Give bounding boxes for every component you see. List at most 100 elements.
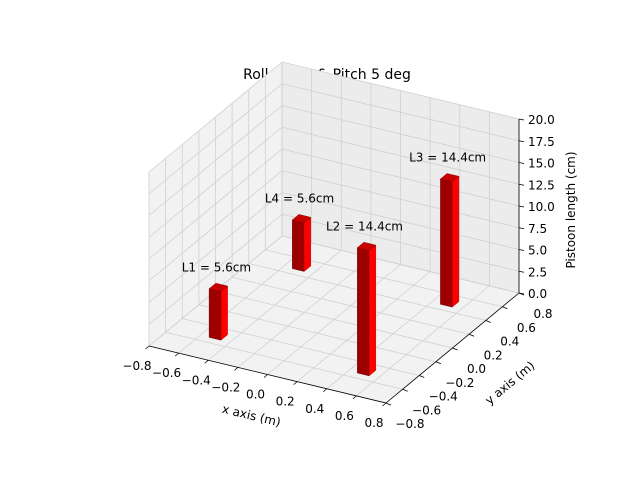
z-tick-mark bbox=[518, 140, 525, 143]
grid-line bbox=[148, 148, 283, 260]
x-tick-mark bbox=[145, 345, 150, 350]
bar-top-face bbox=[208, 282, 229, 292]
x-tick-mark bbox=[204, 359, 209, 364]
x-tick-label: 0.2 bbox=[276, 395, 295, 409]
grid-line bbox=[281, 213, 520, 272]
z-tick-mark bbox=[518, 183, 525, 186]
z-tick-label: 20.0 bbox=[528, 113, 555, 127]
grid-line bbox=[281, 170, 520, 229]
y-tick-label: 0.8 bbox=[533, 307, 552, 321]
x-tick-label: −0.8 bbox=[122, 359, 151, 373]
grid-line bbox=[281, 83, 520, 142]
z-tick-mark bbox=[518, 162, 525, 164]
y-tick-label: −0.4 bbox=[429, 390, 458, 404]
z-tick-label: 17.5 bbox=[528, 135, 555, 149]
x-tick-label: 0.6 bbox=[335, 409, 354, 423]
y-tick-label: 0.0 bbox=[467, 362, 486, 376]
bar-top-face bbox=[356, 241, 377, 251]
z-tick-label: 5.0 bbox=[528, 244, 547, 258]
grid-line bbox=[281, 235, 520, 294]
z-tick-mark bbox=[518, 270, 525, 273]
bar-label: L4 = 5.6cm bbox=[265, 192, 334, 206]
z-tick-labels: 0.0 2.5 5.0 7.5 10.0 12.5 15.0 17.5 20.0 bbox=[528, 113, 555, 301]
bar bbox=[291, 214, 312, 272]
x-tick-mark bbox=[263, 374, 268, 378]
z-tick-mark bbox=[518, 205, 525, 208]
grid-line bbox=[148, 126, 283, 238]
grid-line bbox=[148, 83, 283, 195]
y-tick-label: −0.2 bbox=[445, 376, 474, 390]
x-tick-label: −0.2 bbox=[211, 380, 240, 394]
x-tick-label: −0.4 bbox=[182, 373, 211, 387]
bar-front-face bbox=[208, 288, 222, 341]
tick-marks bbox=[145, 118, 525, 407]
y-tick-label: 0.2 bbox=[484, 348, 503, 362]
bar-label: L2 = 14.4cm bbox=[326, 219, 403, 233]
bar-label: L3 = 14.4cm bbox=[409, 151, 486, 165]
y-tick-mark bbox=[385, 402, 392, 406]
y-tick-label: −0.8 bbox=[395, 417, 424, 431]
z-tick-label: 10.0 bbox=[528, 200, 555, 214]
y-tick-mark bbox=[485, 320, 491, 323]
x-tick-mark bbox=[234, 367, 239, 371]
bar-side-face bbox=[452, 175, 460, 308]
grid-line bbox=[281, 192, 520, 250]
x-tick-label: −0.6 bbox=[152, 366, 181, 380]
y-tick-mark bbox=[502, 306, 508, 310]
z-tick-mark bbox=[518, 292, 525, 295]
y-tick-mark bbox=[402, 388, 408, 392]
y-tick-label: 0.4 bbox=[500, 335, 519, 349]
bar-top-face bbox=[439, 173, 460, 183]
z-tick-label: 12.5 bbox=[528, 178, 555, 192]
grid-line bbox=[165, 331, 403, 390]
grid-line bbox=[281, 105, 520, 163]
bar-annotations: L4 = 5.6cm L3 = 14.4cm L1 = 5.6cm L2 = 14.4… bbox=[182, 151, 486, 275]
bars bbox=[208, 173, 460, 377]
grid-line bbox=[198, 304, 436, 363]
x-tick-mark bbox=[174, 352, 179, 357]
grid-line bbox=[281, 148, 520, 207]
bar-label: L1 = 5.6cm bbox=[182, 260, 251, 274]
z-axis-label: Pistoon length (cm) bbox=[564, 151, 578, 268]
bar-side-face bbox=[368, 244, 376, 377]
y-tick-label: −0.6 bbox=[412, 403, 441, 417]
bar-top-face bbox=[291, 214, 312, 224]
grid-line bbox=[148, 170, 283, 282]
y-tick-labels: −0.8−0.6−0.4−0.20.00.20.40.60.8 bbox=[395, 307, 552, 431]
x-tick-label: 0.0 bbox=[246, 388, 265, 402]
grid-line bbox=[148, 61, 283, 173]
x-tick-mark bbox=[322, 388, 328, 393]
bar-side-face bbox=[303, 216, 311, 272]
x-tick-label: 0.4 bbox=[305, 402, 324, 416]
x-tick-mark bbox=[293, 381, 298, 385]
bar bbox=[356, 241, 377, 377]
z-tick-label: 7.5 bbox=[528, 222, 547, 236]
x-tick-mark bbox=[352, 395, 357, 400]
z-tick-label: 0.0 bbox=[528, 287, 547, 301]
grid-line bbox=[148, 192, 283, 303]
grid-line bbox=[281, 126, 520, 185]
y-tick-mark bbox=[419, 375, 425, 378]
x-tick-mark bbox=[382, 402, 387, 407]
grid-line bbox=[148, 213, 283, 325]
bar-front-face bbox=[440, 178, 453, 308]
grid-line bbox=[148, 105, 283, 216]
grid-line bbox=[281, 61, 520, 120]
grid-line bbox=[215, 290, 453, 349]
bar bbox=[208, 282, 229, 341]
y-tick-mark bbox=[452, 347, 458, 351]
bar-side-face bbox=[220, 285, 228, 341]
x-axis-label: x axis (m) bbox=[221, 402, 282, 430]
grid-line bbox=[232, 276, 470, 335]
y-tick-label: 0.6 bbox=[517, 321, 536, 335]
bar-front-face bbox=[292, 219, 305, 272]
bar bbox=[439, 173, 460, 308]
z-tick-label: 2.5 bbox=[528, 265, 547, 279]
y-tick-mark bbox=[435, 361, 442, 365]
z-tick-mark bbox=[518, 249, 525, 251]
z-tick-mark bbox=[518, 227, 525, 230]
x-tick-label: 0.8 bbox=[364, 416, 383, 430]
z-tick-mark bbox=[518, 118, 525, 121]
z-tick-label: 15.0 bbox=[528, 157, 555, 171]
